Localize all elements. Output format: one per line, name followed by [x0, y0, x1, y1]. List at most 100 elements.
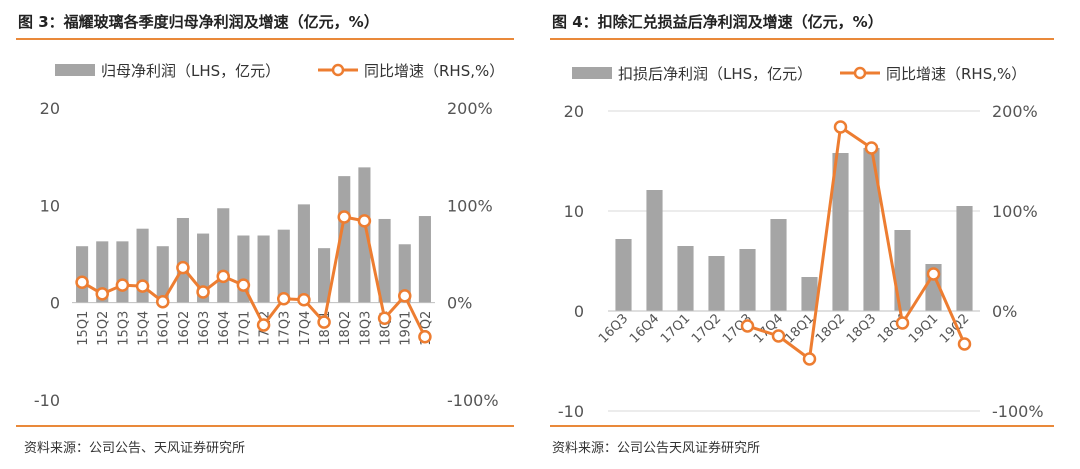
bar [832, 153, 849, 311]
line-point [216, 269, 230, 284]
category-label: 16Q3 [596, 311, 631, 346]
bar [770, 219, 787, 311]
category-label: 17Q1 [658, 311, 693, 346]
right-axis-tick: 0% [992, 302, 1017, 321]
category-label: 19Q1 [906, 311, 941, 346]
line-point [297, 292, 311, 307]
legend-label: 扣损后净利润（LHS，亿元） [618, 65, 812, 83]
legend-bar-swatch [572, 67, 612, 79]
left-axis-tick: -10 [34, 391, 60, 410]
legend-line-marker [853, 66, 867, 80]
line-point [398, 289, 412, 303]
line-point [740, 319, 755, 333]
line-point [115, 278, 130, 292]
bar [176, 217, 189, 303]
category-label: 16Q1 [157, 311, 172, 346]
bar [96, 241, 109, 303]
right-axis-tick: -100% [992, 402, 1044, 421]
category-label: 17Q3 [278, 311, 293, 346]
line-point [926, 267, 941, 281]
bar [297, 204, 310, 303]
line-point [802, 352, 817, 366]
category-label: 18Q2 [813, 311, 848, 346]
line-point [771, 329, 786, 343]
legend-bar-swatch [55, 64, 95, 76]
category-label: 16Q4 [627, 311, 662, 346]
right-axis-tick: 200% [447, 99, 493, 118]
line-point [418, 329, 432, 344]
category-label: 16Q3 [197, 311, 212, 346]
left-axis-tick: -10 [558, 402, 584, 421]
legend-label: 同比增速（RHS,%） [886, 65, 1026, 83]
line-point [156, 294, 170, 309]
line-point [256, 318, 271, 332]
line-point [957, 337, 972, 351]
category-label: 15Q1 [76, 311, 91, 346]
bar [338, 176, 351, 303]
line-point [135, 279, 150, 293]
source-rule [550, 425, 1054, 427]
category-label: 18Q2 [338, 311, 353, 346]
right-axis-tick: -100% [447, 391, 499, 410]
left-axis-tick: 10 [564, 202, 584, 221]
bar [801, 277, 818, 311]
bar [956, 206, 973, 311]
line-point [277, 292, 291, 306]
right-axis-tick: 200% [992, 102, 1038, 121]
bar [358, 167, 371, 303]
chart-source: 资料来源：公司公告、天风证券研究所 [24, 441, 246, 456]
bar [318, 248, 331, 303]
category-label: 15Q2 [96, 311, 111, 346]
bar [615, 239, 632, 311]
bar [378, 218, 391, 303]
bar [863, 148, 880, 311]
chart-panel-right: 图 4：扣除汇兑损益后净利润及增速（亿元，%） 扣损后净利润（LHS，亿元） 同比… [540, 0, 1080, 469]
chart-svg: 归母净利润（LHS，亿元） 同比增速（RHS,%） -10 0 10 20 -100% 0% 1… [34, 62, 504, 410]
bar [116, 241, 129, 303]
left-axis-tick: 0 [50, 294, 60, 313]
line-point [176, 260, 190, 275]
chart-panel-left: 图 3：福耀玻璃各季度归母净利润及增速（亿元，%） 归母净利润（LHS，亿元） 同… [0, 0, 526, 469]
legend-label: 归母净利润（LHS，亿元） [101, 62, 280, 80]
bar [739, 249, 756, 311]
title-rule [550, 38, 1054, 40]
growth-line [81, 215, 427, 338]
line-point [895, 316, 910, 330]
bar [277, 229, 290, 303]
right-axis-tick: 100% [992, 202, 1038, 221]
line-point [377, 311, 392, 325]
bar [646, 190, 663, 311]
title-rule [16, 38, 514, 40]
line-point [236, 278, 251, 292]
chart-title: 图 3：福耀玻璃各季度归母净利润及增速（亿元，%） [18, 13, 379, 31]
bar [197, 233, 210, 303]
category-label: 18Q3 [844, 311, 879, 346]
chart-source: 资料来源：公司公告天风证券研究所 [552, 441, 761, 456]
bar [894, 230, 911, 311]
left-axis-tick: 20 [564, 102, 584, 121]
bar [398, 244, 411, 303]
category-label: 17Q1 [237, 311, 252, 346]
bar [217, 208, 230, 303]
category-label: 17Q4 [298, 311, 313, 346]
right-axis-tick: 100% [447, 196, 493, 215]
bar [156, 246, 169, 303]
left-axis-tick: 0 [574, 302, 584, 321]
line-point [357, 214, 372, 228]
bar [418, 216, 431, 303]
line-point [95, 287, 109, 301]
category-label: 16Q2 [177, 311, 192, 346]
right-axis-tick: 0% [447, 294, 472, 313]
line-point [864, 141, 879, 155]
category-label: 19Q1 [399, 311, 414, 346]
chart-title: 图 4：扣除汇兑损益后净利润及增速（亿元，%） [552, 13, 883, 31]
legend-line-marker [331, 63, 345, 77]
left-axis-tick: 20 [40, 99, 60, 118]
left-axis-tick: 10 [40, 196, 60, 215]
source-rule [16, 425, 514, 427]
bar [677, 246, 694, 311]
line-point [337, 210, 351, 224]
category-label: 16Q4 [217, 311, 232, 346]
category-label: 17Q2 [689, 311, 724, 346]
bar [76, 246, 89, 303]
